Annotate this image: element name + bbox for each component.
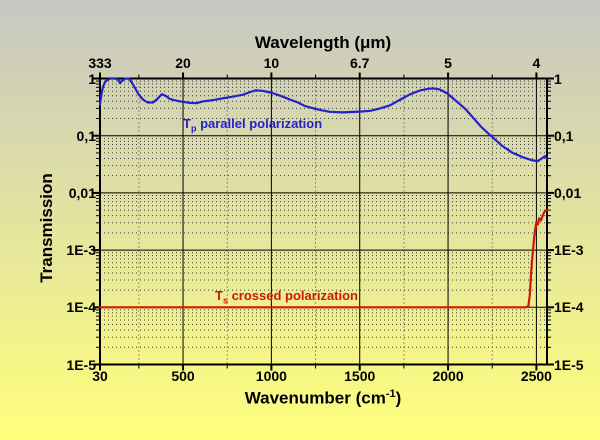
right-axis-tick-label: 1 [554, 70, 562, 87]
right-axis-tick-label: 1E-4 [554, 299, 584, 316]
series-label-crossed-text: crossed polarization [227, 288, 359, 303]
x-axis-tick-label: 2500 [520, 368, 552, 384]
top-axis-tick-label: 4 [532, 55, 541, 71]
right-axis-tick-label: 1E-5 [554, 356, 584, 373]
right-axis-tick-label: 1E-3 [554, 242, 584, 259]
x-axis-tick-label: 2000 [432, 368, 464, 384]
y-axis-tick-label: 1E-4 [66, 299, 96, 316]
series-label-parallel-text: parallel polarization [196, 116, 323, 131]
y-axis-tick-label: 0,1 [76, 127, 96, 144]
series-label-crossed-polarization: Ts crossed polarization [215, 288, 358, 306]
y-axis-tick-label: 1 [88, 70, 96, 87]
x-axis-title-text: Wavenumber (cm [244, 388, 386, 408]
y-axis-title: Transmission [37, 173, 56, 283]
series-label-parallel-subscript: p [190, 123, 197, 134]
series-label-parallel-polarization: Tp parallel polarization [183, 116, 322, 134]
series-curve-parallel [98, 77, 549, 163]
series-label-crossed-subscript: s [222, 295, 228, 306]
x-axis-title-exponent: -1 [385, 388, 396, 400]
top-axis-title: Wavelength (μm) [254, 33, 392, 52]
x-axis-tick-label: 1500 [344, 368, 376, 384]
x-axis-tick-label: 1000 [255, 368, 287, 384]
top-axis-tick-label: 20 [175, 55, 191, 71]
top-axis-tick-label: 5 [444, 55, 452, 71]
x-axis-tick-label: 30 [92, 368, 108, 384]
x-axis-tick-label: 500 [171, 368, 195, 384]
right-axis-tick-label: 0,01 [554, 184, 582, 201]
x-axis-title-close: ) [395, 388, 402, 408]
y-axis-tick-label: 0,01 [68, 184, 96, 201]
top-axis-tick-label: 10 [263, 55, 280, 71]
series-label-parallel-symbol: T [183, 116, 191, 131]
y-axis-tick-label: 1E-3 [66, 242, 96, 259]
plot-border [99, 77, 548, 366]
top-axis-tick-label: 333 [88, 55, 112, 71]
series-curve-crossed [98, 209, 549, 309]
y-axis-tick-label: 1E-5 [66, 356, 96, 373]
x-axis-title: Wavenumber (cm-1) [245, 388, 402, 409]
series-label-crossed-symbol: T [215, 288, 223, 303]
top-axis-tick-label: 6.7 [349, 55, 370, 71]
right-axis-tick-label: 0,1 [554, 127, 574, 144]
